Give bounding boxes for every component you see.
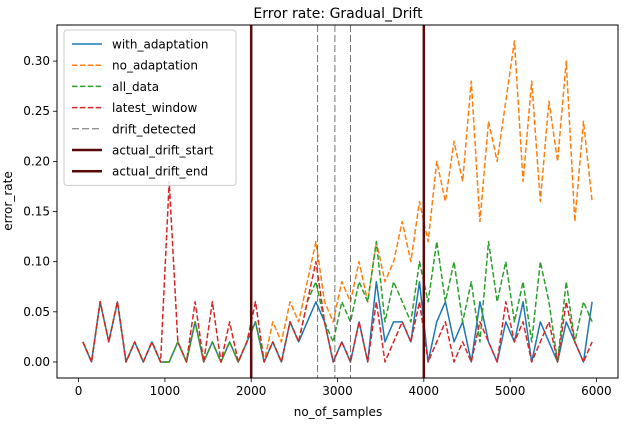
legend-label-actual-drift-end: actual_drift_end xyxy=(112,165,208,179)
legend-label-drift-detected: drift_detected xyxy=(112,122,196,136)
legend-label-all-data: all_data xyxy=(112,80,159,94)
y-tick-label: 0.00 xyxy=(23,355,50,369)
series-line-all-data xyxy=(82,240,593,363)
legend-label-actual-drift-start: actual_drift_start xyxy=(112,144,214,158)
x-axis: 0 1000 2000 3000 4000 5000 6000 xyxy=(75,378,612,398)
x-tick-label: 5000 xyxy=(495,384,526,398)
legend: with_adaptation no_adaptation all_datalate… xyxy=(63,29,237,186)
x-tick-label: 4000 xyxy=(409,384,440,398)
series-line-latest-window xyxy=(82,180,593,363)
legend-label-no-adaptation: no_adaptation xyxy=(112,59,198,73)
y-axis-label: error_rate xyxy=(1,171,15,230)
y-tick-label: 0.05 xyxy=(23,305,50,319)
chart-title: Error rate: Gradual_Drift xyxy=(253,6,423,22)
y-axis: 0.00 0.05 0.10 0.15 0.20 0.25 0.30 xyxy=(23,54,57,369)
legend-label-latest-window: latest_window xyxy=(112,101,197,115)
x-tick-label: 0 xyxy=(75,384,83,398)
y-tick-label: 0.25 xyxy=(23,104,50,118)
legend-box xyxy=(63,29,237,186)
plot-area xyxy=(82,25,593,378)
y-tick-label: 0.15 xyxy=(23,205,50,219)
legend-label-with-adaptation: with_adaptation xyxy=(112,38,208,52)
x-tick-label: 6000 xyxy=(581,384,612,398)
x-axis-label: no_of_samples xyxy=(294,405,382,419)
x-tick-label: 1000 xyxy=(150,384,181,398)
y-tick-label: 0.20 xyxy=(23,154,50,168)
y-tick-label: 0.10 xyxy=(23,255,50,269)
y-tick-label: 0.30 xyxy=(23,54,50,68)
x-tick-label: 3000 xyxy=(322,384,353,398)
x-tick-label: 2000 xyxy=(236,384,267,398)
